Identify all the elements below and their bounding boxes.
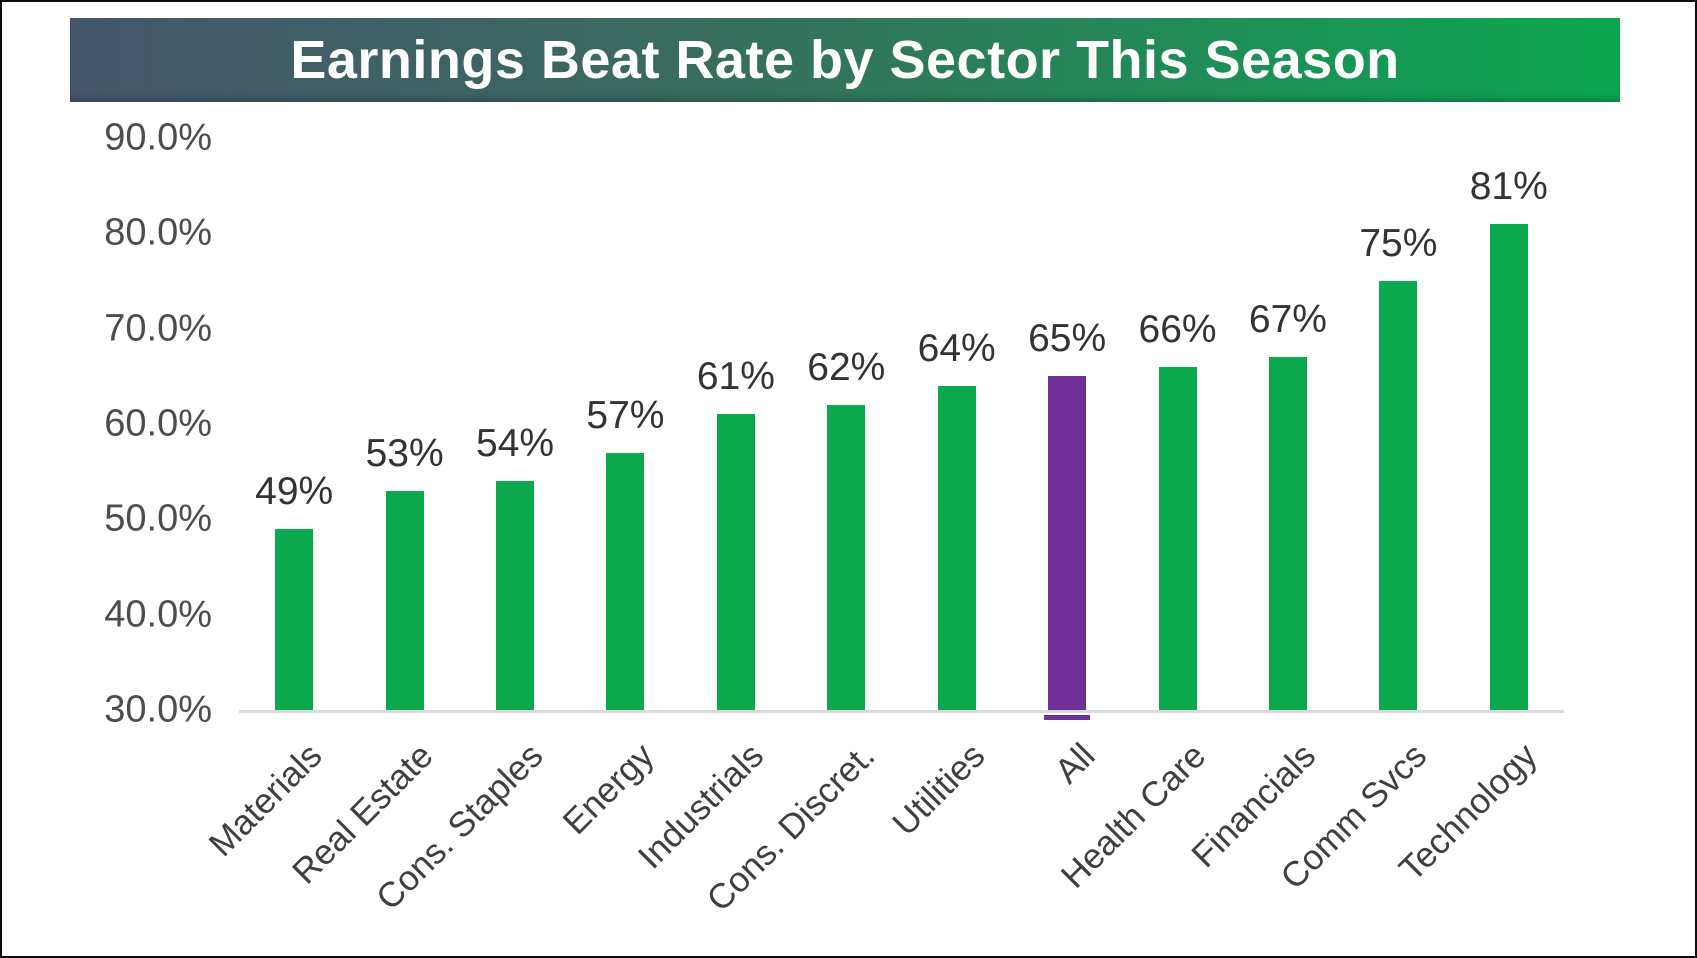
value-label-technology: 81% xyxy=(1469,165,1548,208)
bar-real-estate xyxy=(385,491,424,710)
category-slot-real-estate: 53% Real Estate xyxy=(285,138,459,892)
value-label-industrials: 61% xyxy=(696,355,775,398)
value-label-health-care: 66% xyxy=(1138,308,1217,351)
bar-energy xyxy=(606,453,645,710)
category-slot-health-care: 66% Health Care xyxy=(1053,138,1232,896)
category-label-all: All xyxy=(1047,736,1103,792)
category-label-utilities: Utilities xyxy=(884,736,993,844)
bar-cons-staples xyxy=(496,481,535,710)
chart-title: Earnings Beat Rate by Sector This Season xyxy=(290,30,1400,90)
y-axis-tick-label: 30.0% xyxy=(104,688,212,731)
y-axis-tick-label: 60.0% xyxy=(104,402,212,445)
value-label-utilities: 64% xyxy=(917,327,996,370)
category-label-energy: Energy xyxy=(555,736,662,842)
value-label-cons-discret: 62% xyxy=(807,346,886,389)
value-label-comm-svcs: 75% xyxy=(1359,222,1438,265)
y-axis-tick-label: 50.0% xyxy=(104,497,212,540)
bar-utilities xyxy=(937,386,976,710)
category-slot-materials: 49% Materials xyxy=(202,138,349,864)
value-label-all: 65% xyxy=(1028,317,1107,360)
category-slot-energy: 57% Energy xyxy=(555,138,680,842)
value-label-materials: 49% xyxy=(255,470,334,513)
y-axis-tick-label: 90.0% xyxy=(104,116,212,159)
y-axis: 90.0% 80.0% 70.0% 60.0% 50.0% 40.0% 30.0% xyxy=(62,117,212,731)
category-slot-all: 65% All xyxy=(1012,138,1122,791)
bar-all xyxy=(1048,376,1087,710)
category-slot-utilities: 64% Utilities xyxy=(885,138,1012,843)
bar-cons-discret xyxy=(827,405,866,710)
bar-financials xyxy=(1268,357,1307,710)
category-slot-industrials: 61% Industrials xyxy=(631,138,791,876)
highlight-underline xyxy=(1044,715,1091,720)
y-axis-tick-label: 70.0% xyxy=(104,307,212,350)
y-axis-tick-label: 80.0% xyxy=(104,211,212,254)
bar-technology xyxy=(1489,224,1528,710)
category-slot-financials: 67% Financials xyxy=(1185,138,1343,875)
bar-industrials xyxy=(716,414,755,710)
category-slot-cons-discret: 62% Cons. Discret. xyxy=(699,138,901,919)
category-slot-cons-staples: 54% Cons. Staples xyxy=(369,138,570,918)
bar-health-care xyxy=(1158,367,1197,710)
bar-materials xyxy=(275,529,314,710)
category-slot-technology: 81% Technology xyxy=(1392,138,1564,889)
value-label-financials: 67% xyxy=(1248,298,1327,341)
value-label-energy: 57% xyxy=(586,394,665,437)
plot-area: 49% Materials 53% Real Estate 54% Cons. Stapl… xyxy=(202,138,1564,919)
y-axis-tick-label: 40.0% xyxy=(104,593,212,636)
bar-comm-svcs xyxy=(1379,281,1418,710)
x-axis-line xyxy=(239,710,1564,713)
value-label-real-estate: 53% xyxy=(365,432,444,475)
title-banner: Earnings Beat Rate by Sector This Season xyxy=(70,18,1620,102)
category-slot-comm-svcs: 75% Comm Svcs xyxy=(1273,138,1453,897)
value-label-cons-staples: 54% xyxy=(476,422,555,465)
